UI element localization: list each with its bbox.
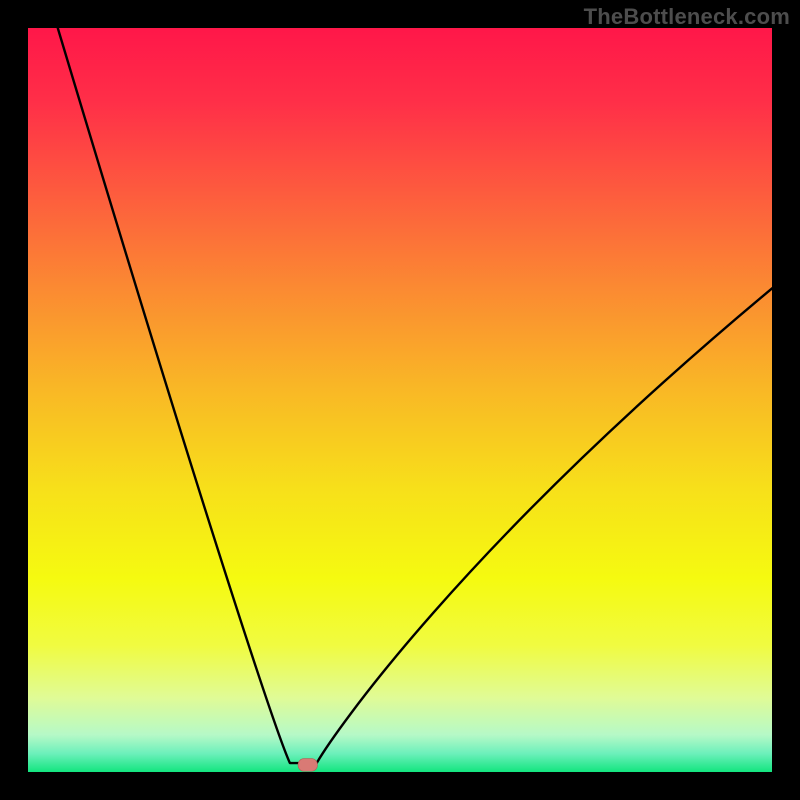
optimum-marker — [298, 759, 317, 772]
chart-root: TheBottleneck.com — [0, 0, 800, 800]
watermark-text: TheBottleneck.com — [584, 4, 790, 30]
plot-background — [28, 28, 772, 772]
bottleneck-curve-chart — [0, 0, 800, 800]
